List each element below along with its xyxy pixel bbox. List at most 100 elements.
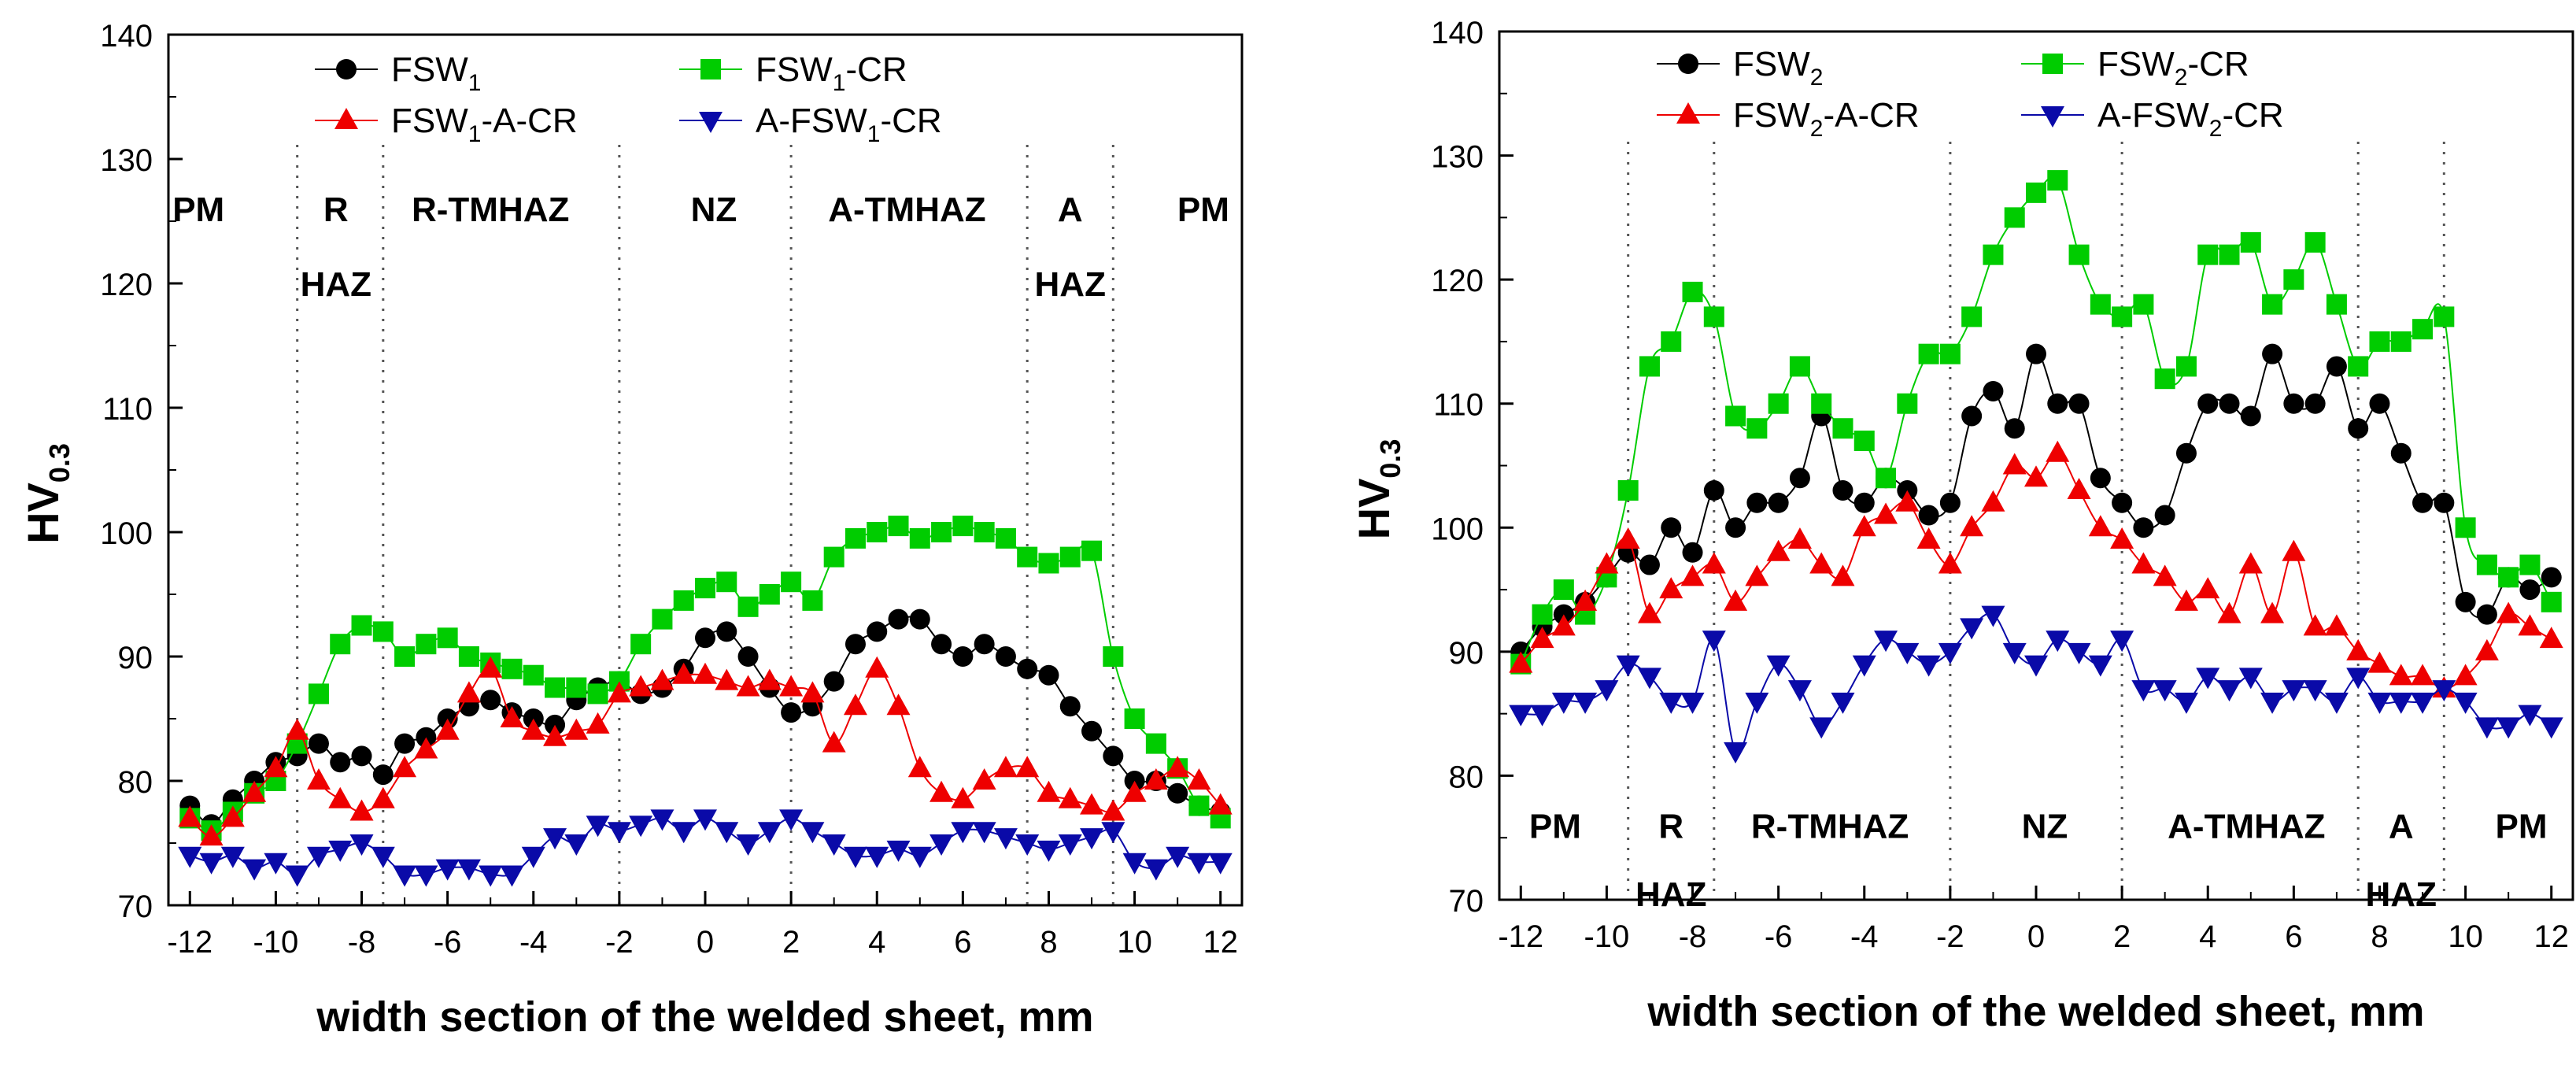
- data-point: [1509, 651, 1533, 673]
- data-point: [2196, 668, 2220, 690]
- zone-label: PM: [1177, 190, 1229, 229]
- data-point: [1103, 646, 1124, 667]
- data-point: [545, 677, 566, 698]
- data-point: [2412, 492, 2434, 513]
- data-point: [607, 681, 631, 703]
- data-point: [2541, 567, 2562, 588]
- data-point: [1703, 306, 1724, 327]
- data-point: [435, 859, 460, 881]
- x-tick-label: 8: [1040, 925, 1057, 960]
- data-point: [693, 662, 717, 684]
- data-point: [1532, 604, 1553, 625]
- data-point: [779, 675, 804, 697]
- data-point: [2133, 517, 2154, 538]
- x-tick-label: -6: [434, 925, 462, 960]
- legend-label-name: FSW: [391, 102, 468, 140]
- data-point: [435, 718, 460, 740]
- data-point: [607, 822, 631, 844]
- data-point: [564, 718, 589, 740]
- data-point: [2197, 393, 2219, 414]
- data-point: [1939, 343, 1961, 364]
- data-point: [1831, 564, 1855, 586]
- data-point: [2304, 231, 2326, 253]
- y-axis-title: HV0.3: [18, 443, 76, 544]
- x-axis-title: width section of the welded sheet, mm: [316, 993, 1093, 1041]
- data-point: [1058, 834, 1082, 856]
- data-point: [351, 745, 372, 767]
- data-point: [886, 840, 911, 862]
- data-point: [1916, 655, 1941, 677]
- data-point: [673, 590, 694, 611]
- data-point: [2110, 631, 2134, 653]
- data-point: [2390, 442, 2412, 464]
- data-point: [2390, 331, 2412, 352]
- data-point: [888, 516, 909, 537]
- data-point: [1981, 490, 2005, 512]
- data-point: [972, 768, 996, 790]
- x-tick-label: 12: [2533, 919, 2569, 954]
- data-point: [2002, 642, 2027, 664]
- data-point: [242, 859, 267, 881]
- data-point: [2497, 601, 2521, 623]
- data-point: [1037, 840, 1061, 862]
- data-point: [629, 675, 653, 697]
- data-point: [867, 522, 888, 542]
- data-point: [907, 846, 932, 868]
- data-point: [1961, 405, 1983, 427]
- data-point: [2004, 418, 2025, 439]
- data-point: [1895, 490, 1920, 512]
- zone-label: HAZ: [2366, 875, 2437, 914]
- data-point: [1874, 631, 1898, 653]
- legend-label-sub: 2: [1810, 65, 1824, 91]
- data-point: [2174, 589, 2198, 611]
- x-axis-title: width section of the welded sheet, mm: [1646, 988, 2424, 1035]
- data-point: [757, 668, 782, 690]
- y-tick-label: 130: [100, 143, 153, 178]
- data-point: [2453, 664, 2478, 686]
- data-point: [458, 646, 479, 667]
- data-point: [2539, 627, 2563, 649]
- data-point: [1724, 589, 1748, 611]
- data-point: [1059, 546, 1081, 568]
- data-point: [394, 646, 416, 667]
- data-point: [1809, 717, 1834, 739]
- y-tick-label: 130: [1431, 140, 1484, 175]
- data-point: [1682, 542, 1703, 563]
- zone-label: PM: [2496, 807, 2548, 845]
- data-point: [2539, 717, 2563, 739]
- data-point: [2326, 356, 2347, 377]
- legend-label-sub: 1: [867, 121, 881, 147]
- legend-entry: FSW2: [1657, 45, 1823, 91]
- x-tick-label: 0: [2027, 919, 2045, 954]
- legend-entry: FSW1-CR: [679, 50, 907, 96]
- data-point: [2282, 680, 2306, 702]
- y-tick-label: 100: [1431, 512, 1484, 546]
- legend-label-sub: 1: [833, 70, 846, 96]
- data-point: [1916, 527, 1941, 549]
- data-point: [1702, 631, 1726, 653]
- y-tick-label: 70: [118, 890, 153, 924]
- data-point: [2026, 182, 2046, 203]
- data-point: [2453, 692, 2478, 714]
- legend-label-name: FSW: [1733, 45, 1810, 83]
- data-point: [523, 664, 544, 686]
- data-point: [716, 571, 737, 593]
- data-point: [178, 846, 202, 868]
- data-point: [1661, 517, 1682, 538]
- data-point: [2412, 319, 2434, 340]
- x-tick-label: -4: [1850, 919, 1879, 954]
- data-point: [1661, 331, 1682, 352]
- data-point: [843, 846, 867, 868]
- data-point: [1616, 527, 1640, 549]
- zone-label: NZ: [2022, 807, 2068, 845]
- legend-label-name: FSW: [1733, 96, 1810, 135]
- data-point: [974, 522, 995, 542]
- legend-label: A-FSW1-CR: [756, 102, 942, 147]
- data-point: [867, 621, 888, 642]
- data-point: [2067, 642, 2091, 664]
- legend-label-suffix: -CR: [2222, 96, 2283, 135]
- data-point: [351, 615, 372, 636]
- legend-label: FSW1-A-CR: [391, 102, 578, 147]
